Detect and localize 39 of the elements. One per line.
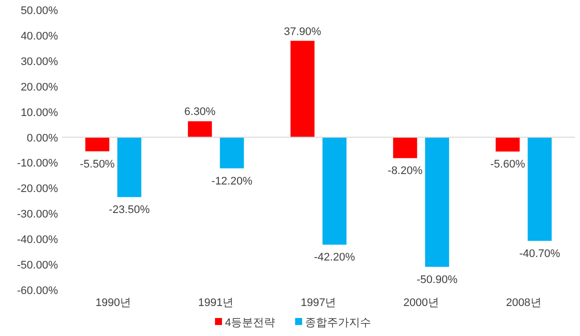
bar <box>393 137 418 158</box>
data-label: 37.90% <box>284 26 322 38</box>
y-tick-label: -60.00% <box>17 285 58 297</box>
data-label: -12.20% <box>211 175 253 188</box>
y-tick-label: -10.00% <box>17 158 58 170</box>
bar <box>188 121 212 138</box>
bar <box>322 137 346 245</box>
y-tick-label: -40.00% <box>17 234 58 246</box>
data-label: 6.30% <box>184 106 216 118</box>
data-label: -50.90% <box>416 274 458 286</box>
bar <box>290 40 314 138</box>
data-label: -23.50% <box>108 204 150 216</box>
x-tick-label: 2000년 <box>403 297 439 309</box>
x-tick-label: 1997년 <box>300 297 336 309</box>
x-tick-label: 2008년 <box>506 297 542 309</box>
y-tick-label: -50.00% <box>17 260 58 272</box>
y-tick-label: 10.00% <box>20 106 58 119</box>
y-tick-label: 20.00% <box>20 81 58 94</box>
y-tick-label: 50.00% <box>20 5 58 17</box>
legend-label: 종합주가지수 <box>305 317 372 329</box>
y-tick-label: 0.00% <box>26 132 58 144</box>
legend-label: 4등분전략 <box>225 317 276 329</box>
bar <box>528 137 552 241</box>
y-tick-label: -30.00% <box>17 208 58 221</box>
data-label: -40.70% <box>519 248 560 260</box>
data-label: -5.60% <box>490 158 526 171</box>
y-tick-label: -20.00% <box>17 183 58 196</box>
x-tick-label: 1990년 <box>96 297 132 309</box>
y-tick-label: 40.00% <box>20 30 58 42</box>
bar <box>496 137 520 152</box>
data-label: -42.20% <box>314 252 356 264</box>
bar <box>85 137 110 152</box>
x-tick-label: 1991년 <box>198 297 234 309</box>
bar <box>117 137 142 198</box>
data-label: -5.50% <box>80 158 115 170</box>
y-tick-label: 30.00% <box>20 56 58 68</box>
bar <box>220 137 244 168</box>
bar <box>425 137 450 267</box>
data-label: -8.20% <box>388 165 423 178</box>
